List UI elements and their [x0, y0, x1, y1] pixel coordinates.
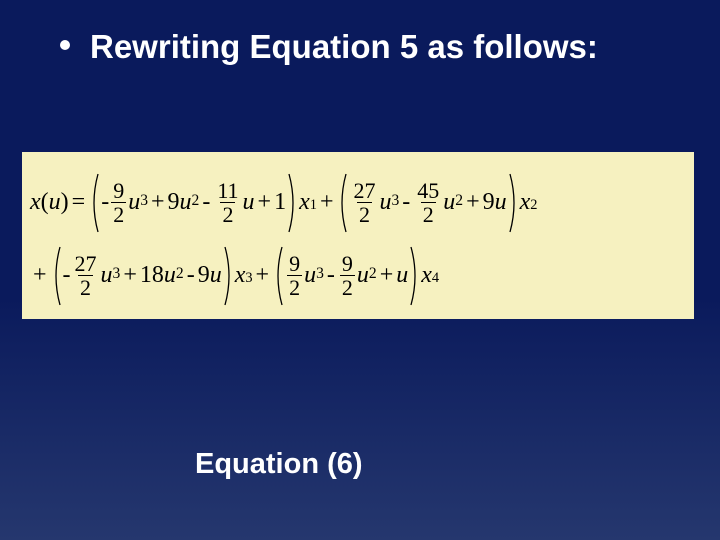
equation-box: x(u) = - 92 u3 + 9u2 - 112 u + 1 x1 + 27…: [22, 152, 694, 319]
bullet-block: Rewriting Equation 5 as follows:: [60, 26, 680, 69]
term4-content: 92 u3 - 92 u2 + u: [285, 246, 408, 306]
rparen-t1: [286, 172, 299, 234]
lparen-t3: [50, 245, 63, 307]
lparen-t1: [88, 172, 101, 234]
term2-content: 272 u3 - 452 u2 + 9u: [349, 173, 506, 233]
lhs-arg: u: [49, 189, 61, 216]
bullet-text: Rewriting Equation 5 as follows:: [90, 26, 680, 69]
equation-caption: Equation (6): [195, 448, 363, 481]
rparen-t3: [222, 245, 235, 307]
rparen-t4: [408, 245, 421, 307]
lhs-fn: x: [30, 189, 41, 216]
term1-content: - 92 u3 + 9u2 - 112 u + 1: [101, 173, 286, 233]
rparen-t2: [507, 172, 520, 234]
equation-line-1: x(u) = - 92 u3 + 9u2 - 112 u + 1 x1 + 27…: [30, 170, 688, 235]
lparen-t4: [272, 245, 285, 307]
lparen-t2: [336, 172, 349, 234]
equals: =: [72, 189, 86, 216]
bullet-dot: [60, 40, 70, 50]
equation-line-2: + - 272 u3 + 18u2 - 9u x3 + 92 u3 - 92 u…: [30, 243, 688, 308]
term3-content: - 272 u3 + 18u2 - 9u: [63, 246, 222, 306]
